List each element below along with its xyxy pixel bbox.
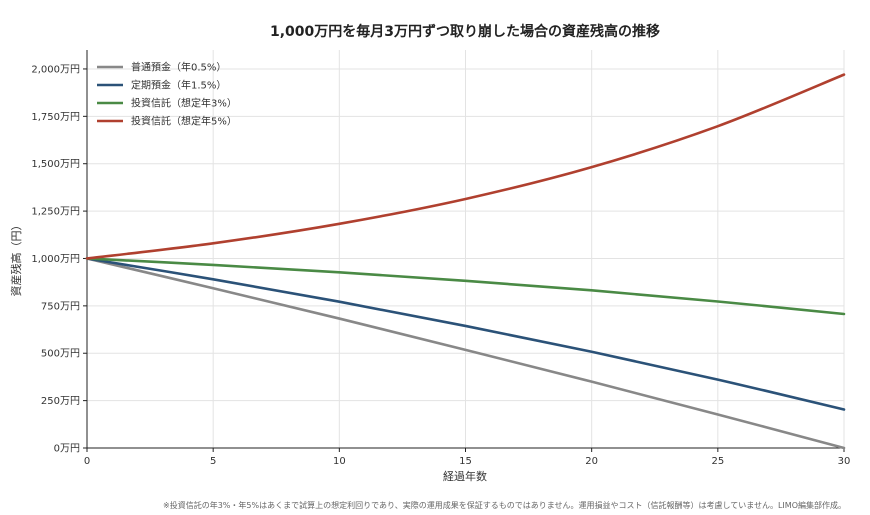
series-line-1	[85, 257, 846, 450]
footnote: ※投資信託の年3%・年5%はあくまで試算上の想定利回りであり、実際の運用成果を保…	[163, 500, 846, 510]
grid	[87, 50, 845, 448]
legend-label-3: 投資信託（想定年3%）	[131, 97, 237, 110]
y-tick-label: 250万円	[41, 396, 80, 407]
y-axis-label: 資産残高（円）	[9, 220, 23, 297]
x-tick-label: 0	[84, 456, 90, 467]
y-tick-label: 750万円	[41, 301, 80, 312]
y-tick-label: 1,000万円	[31, 254, 80, 265]
legend-label-2: 定期預金（年1.5%）	[131, 79, 226, 92]
x-tick-label: 30	[838, 456, 851, 467]
series-line-4	[85, 73, 846, 260]
series-lines	[85, 73, 846, 450]
axes: 0 5 10 15 20 25 30 0万円 250万円 500万円 750万円 1,000万円 1,2…	[31, 50, 850, 467]
y-tick-label: 1,500万円	[31, 159, 80, 170]
x-tick-label: 10	[333, 456, 346, 467]
x-tick-label: 15	[459, 456, 472, 467]
y-tick-label: 1,750万円	[31, 112, 80, 123]
chart-title: 1,000万円を毎月3万円ずつ取り崩した場合の資産残高の推移	[270, 23, 660, 40]
legend: 普通預金（年0.5%） 定期預金（年1.5%） 投資信託（想定年3%） 投資信託（想定…	[97, 61, 237, 128]
legend-label-4: 投資信託（想定年5%）	[131, 115, 237, 128]
y-tick-label: 1,250万円	[31, 207, 80, 218]
legend-label-1: 普通預金（年0.5%）	[131, 61, 226, 74]
x-tick-label: 25	[711, 456, 724, 467]
y-tick-label: 0万円	[54, 444, 80, 455]
y-tick-label: 2,000万円	[31, 64, 80, 75]
x-tick-label: 5	[210, 456, 216, 467]
x-axis-label: 経過年数	[443, 469, 487, 483]
series-line-2	[85, 257, 846, 411]
series-line-3	[85, 257, 846, 316]
x-tick-label: 20	[585, 456, 598, 467]
y-tick-label: 500万円	[41, 349, 80, 360]
